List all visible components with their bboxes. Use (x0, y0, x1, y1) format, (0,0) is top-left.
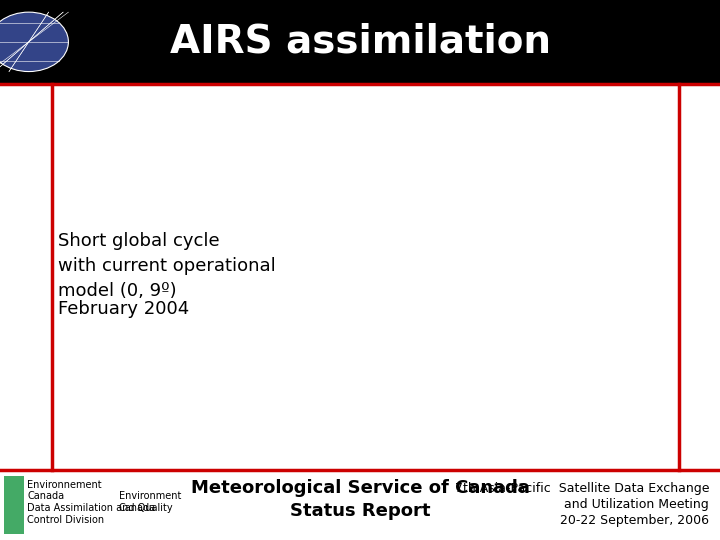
Bar (0, 0, 720, 84)
Bar (4, 476, 24, 534)
Text: Meteorological Service of Canada
Status Report: Meteorological Service of Canada Status … (191, 478, 529, 521)
Circle shape (0, 12, 68, 71)
Text: Environment
Canada: Environment Canada (119, 491, 181, 513)
Text: Environnement
Canada
Data Assimilation and Quality
Control Division: Environnement Canada Data Assimilation a… (27, 480, 173, 524)
Text: Short global cycle
with current operational
model (0, 9º): Short global cycle with current operatio… (58, 232, 275, 300)
Text: AIRS assimilation: AIRS assimilation (169, 23, 551, 61)
Bar (0, 470, 720, 540)
Text: 7th Asia-Pacific  Satellite Data Exchange
and Utilization Meeting
20-22 Septembe: 7th Asia-Pacific Satellite Data Exchange… (455, 482, 709, 528)
Text: February 2004: February 2004 (58, 300, 189, 318)
